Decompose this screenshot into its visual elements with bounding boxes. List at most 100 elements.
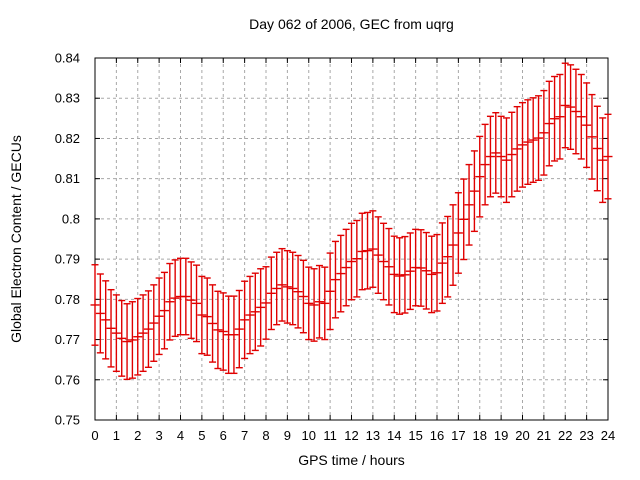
error-bar [395, 237, 405, 315]
error-bar [384, 227, 394, 306]
error-bar [304, 266, 314, 341]
error-bar [501, 117, 511, 204]
error-bar [507, 111, 517, 198]
error-bar [101, 280, 111, 360]
error-bar [111, 294, 121, 373]
error-bar [133, 297, 143, 376]
error-bar [149, 284, 159, 362]
y-tick-label: 0.79 [55, 252, 80, 267]
error-bar [518, 101, 527, 188]
error-bar [453, 192, 463, 274]
y-tick-label: 0.81 [55, 171, 80, 186]
error-bar [288, 251, 298, 326]
x-tick-label: 1 [113, 428, 120, 443]
error-bar [523, 99, 533, 185]
error-bar [592, 105, 602, 192]
error-bar [587, 93, 597, 180]
error-bar [261, 266, 271, 340]
error-bar [347, 222, 356, 301]
error-bar [475, 135, 485, 218]
error-bar [400, 235, 410, 314]
error-bar [389, 235, 399, 314]
x-tick-label: 23 [579, 428, 593, 443]
error-bar [325, 252, 335, 331]
error-bar [432, 233, 442, 312]
x-tick-label: 9 [284, 428, 291, 443]
error-bar [544, 80, 554, 167]
error-bar [582, 82, 592, 169]
error-bar [127, 301, 137, 379]
y-tick-label: 0.83 [55, 91, 80, 106]
error-bar [363, 211, 373, 290]
error-bar [443, 215, 453, 298]
error-bar [464, 163, 474, 246]
x-tick-label: 16 [430, 428, 444, 443]
x-tick-label: 3 [156, 428, 163, 443]
error-bar [250, 272, 260, 352]
y-tick-label: 0.84 [55, 51, 80, 66]
x-tick-label: 18 [473, 428, 487, 443]
x-tick-label: 12 [344, 428, 358, 443]
x-tick-label: 6 [220, 428, 227, 443]
error-bar [229, 295, 239, 375]
error-bar [122, 303, 132, 381]
error-bar [550, 75, 560, 162]
x-tick-label: 0 [91, 428, 98, 443]
error-bar [272, 251, 282, 326]
y-tick-label: 0.76 [55, 372, 80, 387]
error-bar [405, 232, 415, 311]
error-bar [437, 222, 447, 305]
error-bar [213, 290, 223, 370]
error-bar [256, 268, 266, 347]
error-bar [197, 275, 207, 355]
error-bar [352, 219, 362, 298]
error-bar [427, 235, 437, 314]
error-bar [266, 256, 276, 331]
error-bar [277, 247, 287, 322]
error-bar [143, 290, 153, 369]
error-bar [330, 240, 340, 319]
error-bar [234, 289, 244, 369]
error-bar [181, 257, 191, 336]
error-bar [603, 113, 613, 200]
error-bar [566, 64, 576, 151]
error-bar [480, 123, 490, 206]
error-bar [512, 105, 522, 192]
x-tick-label: 22 [558, 428, 572, 443]
error-bar [208, 284, 218, 363]
y-tick-label: 0.75 [55, 413, 80, 428]
error-bar [218, 292, 228, 371]
error-bar [469, 150, 479, 233]
error-bar [240, 280, 250, 360]
error-bar [491, 112, 501, 194]
error-bar [186, 261, 196, 340]
x-tick-label: 2 [134, 428, 141, 443]
error-bar [314, 264, 324, 339]
x-tick-label: 11 [323, 428, 337, 443]
error-bar [192, 264, 202, 343]
x-tick-label: 17 [451, 428, 465, 443]
error-bar [95, 273, 105, 354]
error-bar [298, 259, 308, 334]
x-tick-label: 19 [494, 428, 508, 443]
error-bar [496, 115, 506, 198]
error-bar [245, 275, 255, 355]
error-bar [309, 268, 319, 342]
error-bar [106, 288, 116, 368]
error-bar [416, 229, 426, 307]
x-tick-label: 7 [241, 428, 248, 443]
error-bar [539, 89, 549, 176]
x-tick-label: 13 [366, 428, 380, 443]
error-bar [560, 62, 570, 149]
error-bar [154, 277, 164, 356]
error-bar [159, 271, 169, 350]
error-bar [357, 212, 367, 291]
x-tick-label: 8 [262, 428, 269, 443]
y-tick-label: 0.78 [55, 292, 80, 307]
error-bar [293, 254, 303, 329]
error-bar [170, 259, 180, 338]
y-tick-label: 0.82 [55, 131, 80, 146]
error-bar [373, 216, 383, 294]
error-bar [459, 178, 469, 261]
